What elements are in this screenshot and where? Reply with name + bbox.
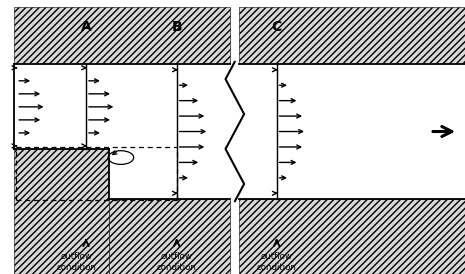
Text: A: A [80, 20, 92, 35]
Text: outflow
condition
not obeyed: outflow condition not obeyed [152, 252, 201, 274]
Polygon shape [239, 64, 465, 199]
Polygon shape [14, 64, 230, 199]
Text: C: C [272, 20, 282, 35]
Polygon shape [109, 199, 230, 274]
Polygon shape [14, 7, 230, 64]
Polygon shape [239, 199, 465, 274]
Text: B: B [172, 20, 182, 35]
Text: outflow
condition
ill-posed: outflow condition ill-posed [57, 252, 97, 274]
Polygon shape [239, 7, 465, 64]
Polygon shape [14, 149, 109, 274]
Text: outflow
condition
obeyed: outflow condition obeyed [257, 252, 297, 274]
